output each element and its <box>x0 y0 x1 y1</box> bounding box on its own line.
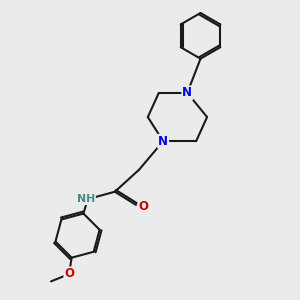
Text: O: O <box>138 200 148 213</box>
Text: NH: NH <box>77 194 95 204</box>
Text: O: O <box>64 267 74 280</box>
Text: N: N <box>158 135 168 148</box>
Text: N: N <box>182 86 192 99</box>
